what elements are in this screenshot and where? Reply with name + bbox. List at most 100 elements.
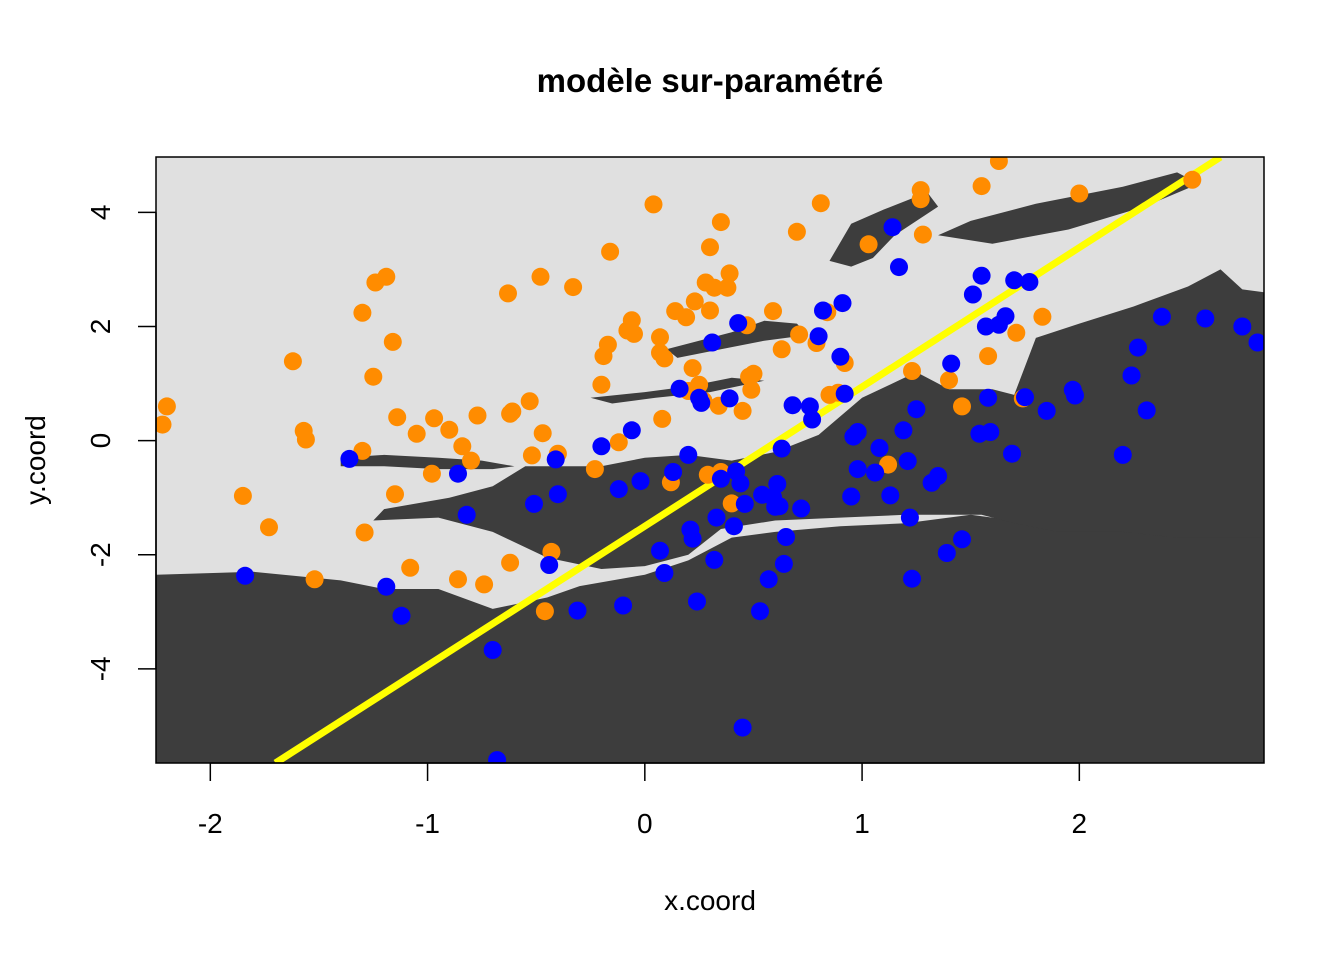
blue-point xyxy=(907,400,926,419)
dark-region xyxy=(156,514,1264,763)
blue-point xyxy=(592,437,611,456)
x-tick-label: 2 xyxy=(1072,808,1088,839)
orange-point xyxy=(422,464,441,483)
orange-point xyxy=(501,553,520,572)
blue-point xyxy=(1122,366,1141,385)
orange-point xyxy=(401,558,420,577)
blue-point xyxy=(996,307,1015,326)
blue-point xyxy=(655,564,674,582)
blue-point xyxy=(1152,307,1171,326)
blue-point xyxy=(651,541,669,560)
blue-point xyxy=(720,389,739,408)
orange-point xyxy=(979,347,998,366)
blue-point xyxy=(377,577,396,596)
orange-point xyxy=(499,284,517,303)
blue-point xyxy=(942,354,961,373)
blue-point xyxy=(340,449,359,468)
y-axis-label: y.coord xyxy=(20,415,51,505)
orange-point xyxy=(386,485,404,504)
blue-point xyxy=(614,596,633,615)
orange-point xyxy=(859,235,878,254)
blue-point xyxy=(724,517,743,536)
orange-point xyxy=(701,301,719,320)
blue-point xyxy=(449,464,467,483)
blue-point xyxy=(894,421,913,440)
blue-point xyxy=(727,462,746,481)
orange-point xyxy=(953,397,971,416)
blue-point xyxy=(870,439,889,457)
blue-point xyxy=(664,463,683,481)
orange-point xyxy=(353,441,372,460)
y-tick-label: 2 xyxy=(85,319,116,335)
orange-point xyxy=(355,523,374,542)
blue-point xyxy=(540,556,559,574)
blue-point xyxy=(903,569,921,588)
blue-point xyxy=(1137,401,1156,420)
x-axis-label: x.coord xyxy=(664,885,756,916)
blue-point xyxy=(970,424,989,443)
orange-point xyxy=(879,455,898,474)
orange-point xyxy=(440,420,459,439)
orange-point xyxy=(644,195,663,214)
x-tick-label: -2 xyxy=(198,808,223,839)
blue-point xyxy=(483,641,502,659)
blue-point xyxy=(929,467,948,485)
orange-point xyxy=(296,430,315,449)
blue-point xyxy=(236,566,255,585)
blue-point xyxy=(842,487,861,506)
orange-point xyxy=(425,409,444,428)
blue-point xyxy=(753,485,772,504)
blue-point xyxy=(881,486,900,505)
blue-point xyxy=(711,469,730,488)
blue-point xyxy=(568,601,587,620)
blue-point xyxy=(979,388,998,407)
orange-point xyxy=(1007,323,1026,342)
orange-point xyxy=(364,367,383,386)
orange-point xyxy=(609,433,628,452)
orange-point xyxy=(475,575,494,594)
blue-point xyxy=(777,528,795,546)
orange-point xyxy=(677,308,696,327)
blue-point xyxy=(898,452,917,471)
y-tick-label: -4 xyxy=(85,656,116,681)
orange-point xyxy=(820,385,839,404)
orange-point xyxy=(520,392,539,411)
orange-point xyxy=(651,328,669,347)
blue-point xyxy=(1196,309,1215,328)
orange-point xyxy=(531,267,550,286)
orange-point xyxy=(622,311,641,330)
orange-point xyxy=(720,264,739,283)
orange-point xyxy=(911,181,930,200)
orange-point xyxy=(503,402,522,421)
blue-point xyxy=(609,480,628,499)
blue-point xyxy=(772,439,791,458)
x-tick-label: -1 xyxy=(415,808,440,839)
orange-point xyxy=(1070,184,1089,203)
decision-line xyxy=(273,157,1223,763)
orange-point xyxy=(601,242,620,261)
orange-point xyxy=(811,194,830,213)
chart-title: modèle sur-paramétré xyxy=(537,62,884,99)
orange-point xyxy=(903,362,921,380)
orange-point xyxy=(625,324,643,343)
dark-region xyxy=(938,172,1199,244)
blue-point xyxy=(883,218,902,237)
orange-point xyxy=(742,380,761,399)
orange-point xyxy=(685,292,704,311)
blue-point xyxy=(937,544,956,562)
orange-point xyxy=(233,486,252,505)
blue-point xyxy=(392,606,411,625)
blue-point xyxy=(890,258,908,277)
orange-point xyxy=(913,225,932,244)
orange-point xyxy=(383,332,402,351)
plot-area xyxy=(156,157,1264,763)
blue-point xyxy=(457,505,476,524)
y-axis: -4 -2 0 2 4 xyxy=(85,205,157,681)
blue-point xyxy=(1020,273,1039,291)
orange-point xyxy=(283,352,302,371)
blue-point xyxy=(1113,445,1132,464)
orange-point xyxy=(653,409,672,428)
blue-point xyxy=(525,494,543,513)
blue-point xyxy=(972,266,991,285)
blue-point xyxy=(707,508,726,527)
